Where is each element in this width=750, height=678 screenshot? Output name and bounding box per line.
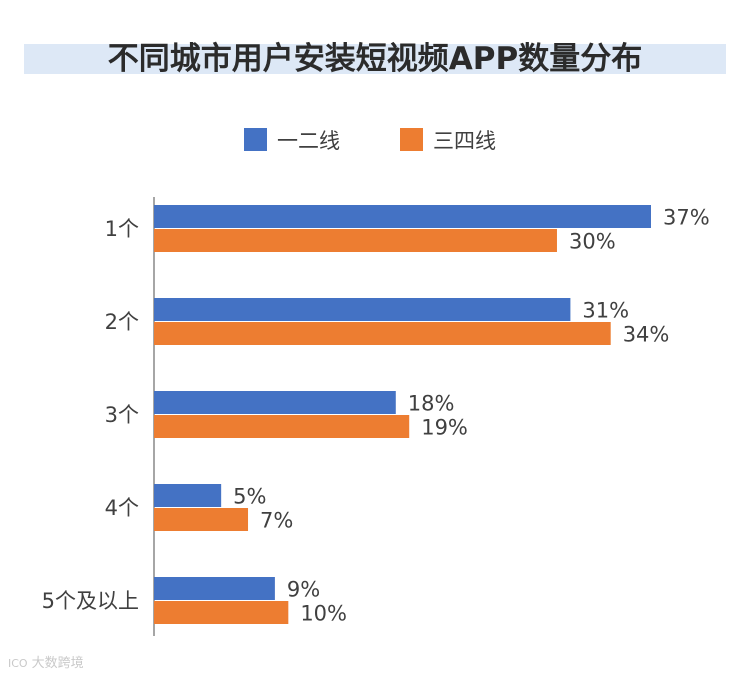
- data-label: 34%: [623, 323, 670, 347]
- data-label: 31%: [582, 299, 629, 323]
- data-label: 18%: [408, 392, 455, 416]
- data-label: 10%: [300, 602, 347, 626]
- data-label: 9%: [287, 578, 320, 602]
- bar-tier12: [154, 205, 651, 228]
- bar-tier12: [154, 577, 275, 600]
- bar-tier12: [154, 298, 571, 321]
- watermark-text: 大数跨境: [31, 656, 84, 671]
- legend-label-1: 三四线: [433, 129, 496, 153]
- data-label: 19%: [421, 416, 468, 440]
- data-label: 5%: [233, 485, 266, 509]
- bar-tier12: [154, 484, 222, 507]
- legend-label-0: 一二线: [277, 129, 340, 153]
- watermark-logo-icon: ICO: [8, 657, 28, 670]
- legend-swatch-1: [400, 128, 423, 151]
- bar-tier34: [154, 229, 557, 252]
- data-label: 7%: [260, 509, 293, 533]
- category-label: 2个: [105, 310, 139, 334]
- bar-tier34: [154, 508, 249, 531]
- category-label: 4个: [105, 496, 139, 520]
- data-label: 37%: [663, 206, 710, 230]
- legend-swatch-0: [244, 128, 267, 151]
- title-highlight-band: [24, 44, 726, 74]
- bar-tier34: [154, 601, 289, 624]
- data-label: 30%: [569, 230, 616, 254]
- bar-tier34: [154, 322, 611, 345]
- category-label: 3个: [105, 403, 139, 427]
- category-label: 5个及以上: [42, 589, 139, 613]
- category-label: 1个: [105, 217, 139, 241]
- bar-tier34: [154, 415, 410, 438]
- bar-tier12: [154, 391, 396, 414]
- watermark: ICO 大数跨境: [8, 652, 84, 671]
- chart-title: 不同城市用户安装短视频APP数量分布: [107, 41, 643, 77]
